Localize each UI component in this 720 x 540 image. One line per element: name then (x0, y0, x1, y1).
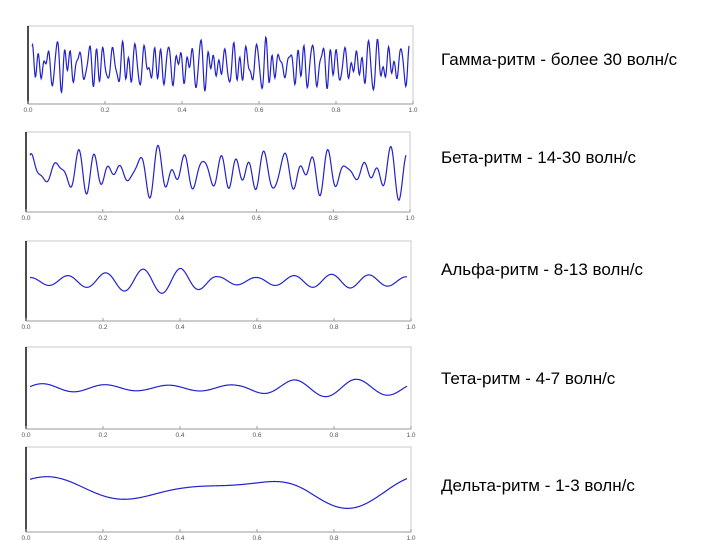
x-tick-label: 0.6 (252, 535, 261, 540)
x-tick-label: 0.0 (21, 535, 30, 540)
waveform-line (29, 378, 408, 398)
x-tick-label: 1.0 (405, 215, 414, 222)
x-tick-label: 0.2 (98, 215, 107, 222)
x-tick-label: 0.0 (23, 107, 32, 114)
panel-label-gamma: Гамма-ритм - более 30 волн/с (441, 50, 678, 69)
x-tick-label: 0.6 (252, 215, 261, 222)
x-tick-label: 1.0 (406, 324, 415, 331)
plot-frame (25, 240, 412, 322)
x-tick-label: 0.2 (100, 107, 109, 114)
x-tick-label: 0.8 (329, 432, 338, 439)
panel-label-theta: Тета-ритм - 4-7 волн/с (441, 369, 616, 388)
x-tick-label: 0.8 (329, 215, 338, 222)
waveform-line (31, 35, 410, 95)
x-tick-label: 0.2 (98, 535, 107, 540)
x-tick-label: 0.0 (21, 432, 30, 439)
x-tick-label: 0.0 (21, 324, 30, 331)
eeg-panel-delta: 0.0 0.2 0.4 0.6 0.8 1.0 (21, 446, 416, 540)
waveform-line (30, 267, 408, 294)
x-tick-label: 1.0 (406, 432, 415, 439)
plot-frame (25, 446, 412, 533)
x-tick-label: 0.4 (175, 324, 184, 331)
plot-frame (25, 346, 412, 430)
x-tick-label: 0.8 (329, 324, 338, 331)
x-tick-label: 0.4 (175, 535, 184, 540)
x-tick-label: 0.4 (175, 432, 184, 439)
x-tick-label: 0.2 (98, 432, 107, 439)
x-tick-label: 0.6 (252, 432, 261, 439)
x-tick-label: 0.0 (21, 215, 30, 222)
eeg-panel-theta: 0.0 0.2 0.4 0.6 0.8 1.0 (21, 346, 416, 439)
panel-label-beta: Бета-ритм - 14-30 волн/с (441, 148, 636, 167)
waveform-line (29, 476, 408, 509)
x-tick-label: 1.0 (406, 535, 415, 540)
eeg-panel-alpha: 0.0 0.2 0.4 0.6 0.8 1.0 (21, 240, 416, 331)
waveform-line (29, 144, 407, 201)
eeg-panel-beta: 0.0 0.2 0.4 0.6 0.8 1.0 (21, 131, 415, 222)
x-tick-label: 0.4 (175, 215, 184, 222)
x-tick-label: 1.0 (408, 107, 417, 114)
x-tick-label: 0.2 (98, 324, 107, 331)
x-tick-label: 0.4 (177, 107, 186, 114)
eeg-panel-gamma: 0.0 0.2 0.4 0.6 0.8 1.0 (23, 25, 418, 114)
x-tick-label: 0.8 (331, 107, 340, 114)
panel-label-alpha: Альфа-ритм - 8-13 волн/с (441, 260, 643, 279)
x-tick-label: 0.6 (254, 107, 263, 114)
x-tick-label: 0.6 (252, 324, 261, 331)
x-tick-label: 0.8 (329, 535, 338, 540)
panel-label-delta: Дельта-ритм - 1-3 волн/с (441, 476, 635, 495)
